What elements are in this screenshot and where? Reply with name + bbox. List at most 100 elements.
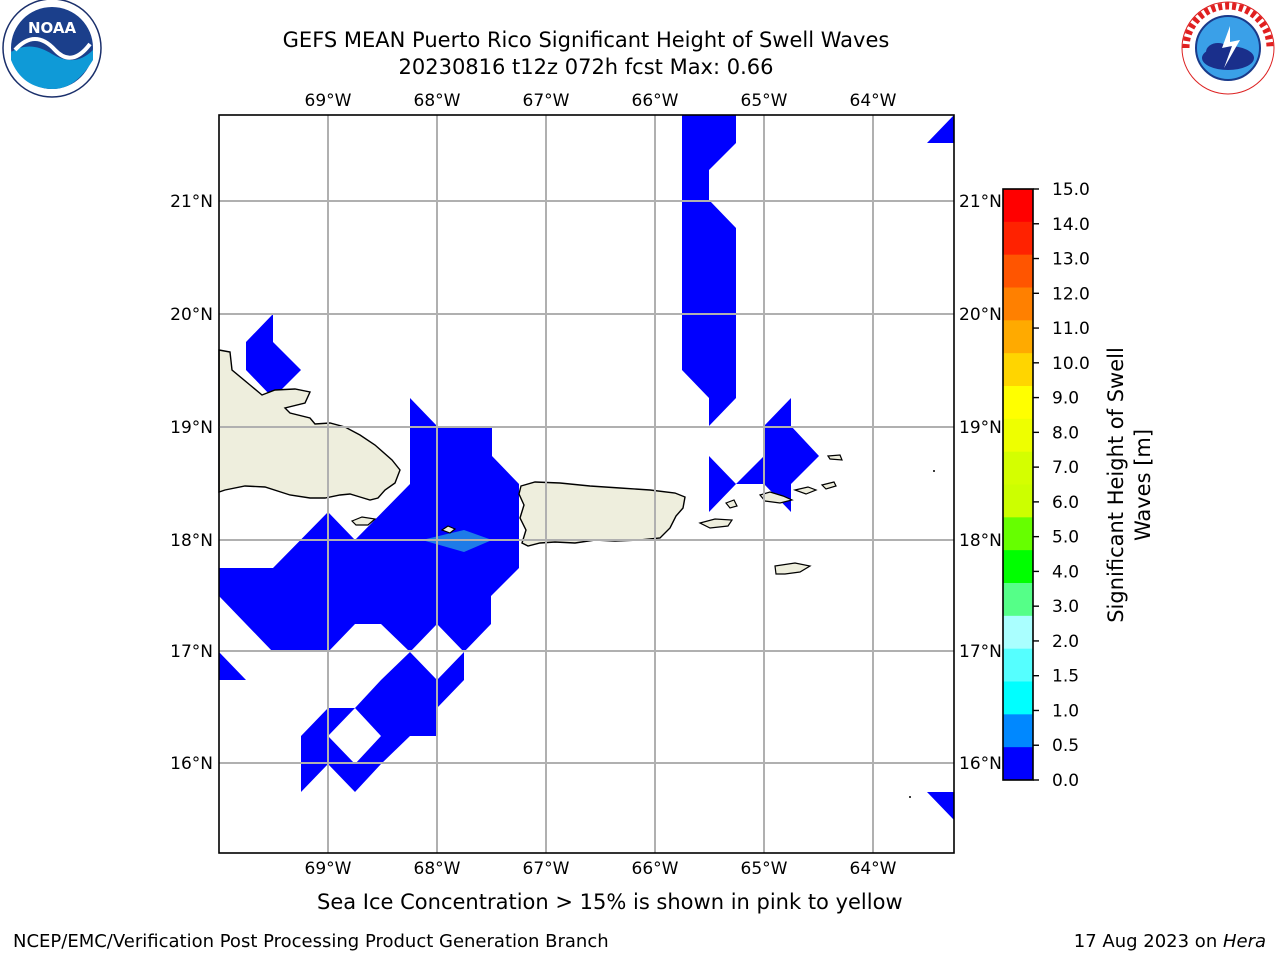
- land-tortola: [792, 486, 818, 495]
- land-islet-south: [909, 796, 911, 798]
- colorbar-swatch: [1003, 418, 1033, 453]
- noaa-badge-text: NOAA: [28, 19, 77, 37]
- colorbar-label-line2: Waves [m]: [1131, 429, 1155, 541]
- lon-label: 69°W: [305, 91, 352, 111]
- lat-label: 17°N: [170, 642, 213, 662]
- land-mona-island: [440, 525, 457, 534]
- lat-label: 21°N: [959, 192, 1002, 212]
- colorbar-tick-label: 4.0: [1052, 562, 1079, 582]
- lon-label: 69°W: [305, 859, 352, 879]
- colorbar-tick-label: 11.0: [1052, 319, 1090, 339]
- colorbar-swatch: [1003, 353, 1033, 387]
- footer-host: Hera: [1222, 931, 1266, 952]
- colorbar-swatch: [1003, 254, 1033, 288]
- colorbar-tick-label: 5.0: [1052, 528, 1079, 548]
- lon-label: 65°W: [741, 91, 788, 111]
- lat-label: 21°N: [170, 192, 213, 212]
- swell-region-sw: [219, 652, 246, 680]
- lon-label: 66°W: [632, 91, 679, 111]
- colorbar-tick-label: 13.0: [1052, 250, 1090, 270]
- land-culebra: [725, 499, 738, 509]
- lon-label: 68°W: [414, 91, 461, 111]
- colorbar-swatch: [1003, 550, 1033, 584]
- lon-label: 66°W: [632, 859, 679, 879]
- colorbar-frame: [1002, 188, 1034, 781]
- colorbar-tick-label: 10.0: [1052, 354, 1090, 374]
- lat-labels-right: 21°N 20°N 19°N 18°N 17°N 16°N: [959, 192, 1002, 774]
- footer-date: 17 Aug 2023 on Hera: [1074, 931, 1266, 952]
- colorbar-swatch: [1003, 681, 1033, 715]
- colorbar-label-line1: Significant Height of Swell: [1104, 347, 1128, 623]
- lat-label: 18°N: [170, 531, 213, 551]
- lon-label: 67°W: [523, 859, 570, 879]
- lat-label: 20°N: [959, 305, 1002, 325]
- colorbar-tick-label: 2.0: [1052, 632, 1079, 652]
- lon-label: 68°W: [414, 859, 461, 879]
- swell-region-ne: [927, 115, 954, 143]
- swell-regions: [219, 115, 954, 820]
- chart-title: GEFS MEAN Puerto Rico Significant Height…: [282, 28, 890, 52]
- colorbar-tick-label: 9.0: [1052, 389, 1079, 409]
- land-islet-east: [933, 470, 935, 472]
- lat-label: 16°N: [959, 754, 1002, 774]
- colorbar-swatch: [1003, 451, 1033, 485]
- land-hispaniola: [218, 349, 401, 501]
- land-puerto-rico: [518, 481, 686, 547]
- colorbar-tick-label: 1.5: [1052, 667, 1079, 687]
- lat-label: 20°N: [170, 305, 213, 325]
- land-vieques: [698, 518, 734, 529]
- colorbar-tick-label: 3.0: [1052, 597, 1079, 617]
- colorbar-tick-label: 15.0: [1052, 180, 1090, 200]
- colorbar-swatch: [1003, 615, 1033, 650]
- colorbar-tick-label: 1.0: [1052, 701, 1079, 721]
- lat-label: 19°N: [170, 418, 213, 438]
- swell-region-channel: [682, 115, 736, 426]
- swell-region-main: [219, 398, 519, 652]
- colorbar-tick-label: 0.5: [1052, 736, 1079, 756]
- gridlines: [219, 115, 954, 853]
- colorbar: 15.0 14.0 13.0 12.0 11.0 10.0 9.0 8.0 7.0 6.0 5.0 4…: [1002, 180, 1090, 791]
- colorbar-swatch: [1003, 287, 1033, 321]
- lat-label: 16°N: [170, 754, 213, 774]
- colorbar-swatch: [1003, 189, 1033, 223]
- colorbar-tick-label: 0.0: [1052, 771, 1079, 791]
- swell-region-se: [927, 792, 954, 820]
- map-frame: [218, 114, 955, 854]
- footer-branch: NCEP/EMC/Verification Post Processing Pr…: [13, 931, 609, 952]
- colorbar-swatch: [1003, 221, 1033, 256]
- lat-labels-left: 21°N 20°N 19°N 18°N 17°N 16°N: [170, 192, 213, 774]
- swell-region-south: [301, 652, 464, 792]
- lon-label: 65°W: [741, 859, 788, 879]
- colorbar-tick-label: 7.0: [1052, 458, 1079, 478]
- colorbar-swatch: [1003, 386, 1033, 420]
- lon-label: 67°W: [523, 91, 570, 111]
- lon-labels-bottom: 69°W 68°W 67°W 66°W 65°W 64°W: [305, 859, 897, 879]
- colorbar-tick-label: 14.0: [1052, 215, 1090, 235]
- colorbar-swatch: [1003, 747, 1033, 781]
- chart-subtitle: 20230816 t12z 072h fcst Max: 0.66: [398, 55, 774, 79]
- land-anegada: [826, 454, 843, 461]
- colorbar-swatch: [1003, 320, 1033, 354]
- colorbar-swatch: [1003, 517, 1033, 551]
- land-virgin-gorda: [820, 481, 837, 490]
- land-st-croix: [774, 562, 812, 575]
- lon-label: 64°W: [850, 859, 897, 879]
- lat-label: 17°N: [959, 642, 1002, 662]
- lat-label: 19°N: [959, 418, 1002, 438]
- lon-label: 64°W: [850, 91, 897, 111]
- colorbar-swatch: [1003, 583, 1033, 617]
- swell-region-nw: [246, 314, 301, 398]
- colorbar-swatch: [1003, 484, 1033, 518]
- colorbar-swatch: [1003, 648, 1033, 682]
- sea-ice-caption: Sea Ice Concentration > 15% is shown in …: [317, 890, 903, 914]
- footer-date-text: 17 Aug 2023 on: [1073, 931, 1223, 952]
- lat-label: 18°N: [959, 531, 1002, 551]
- land-isla-saona: [350, 516, 377, 526]
- noaa-logo: NOAA: [2, 0, 102, 98]
- lon-labels-top: 69°W 68°W 67°W 66°W 65°W 64°W: [305, 91, 897, 111]
- swell-gap: [328, 708, 381, 764]
- colorbar-tick-label: 12.0: [1052, 284, 1090, 304]
- colorbar-tick-label: 8.0: [1052, 423, 1079, 443]
- nws-logo: [1181, 1, 1275, 95]
